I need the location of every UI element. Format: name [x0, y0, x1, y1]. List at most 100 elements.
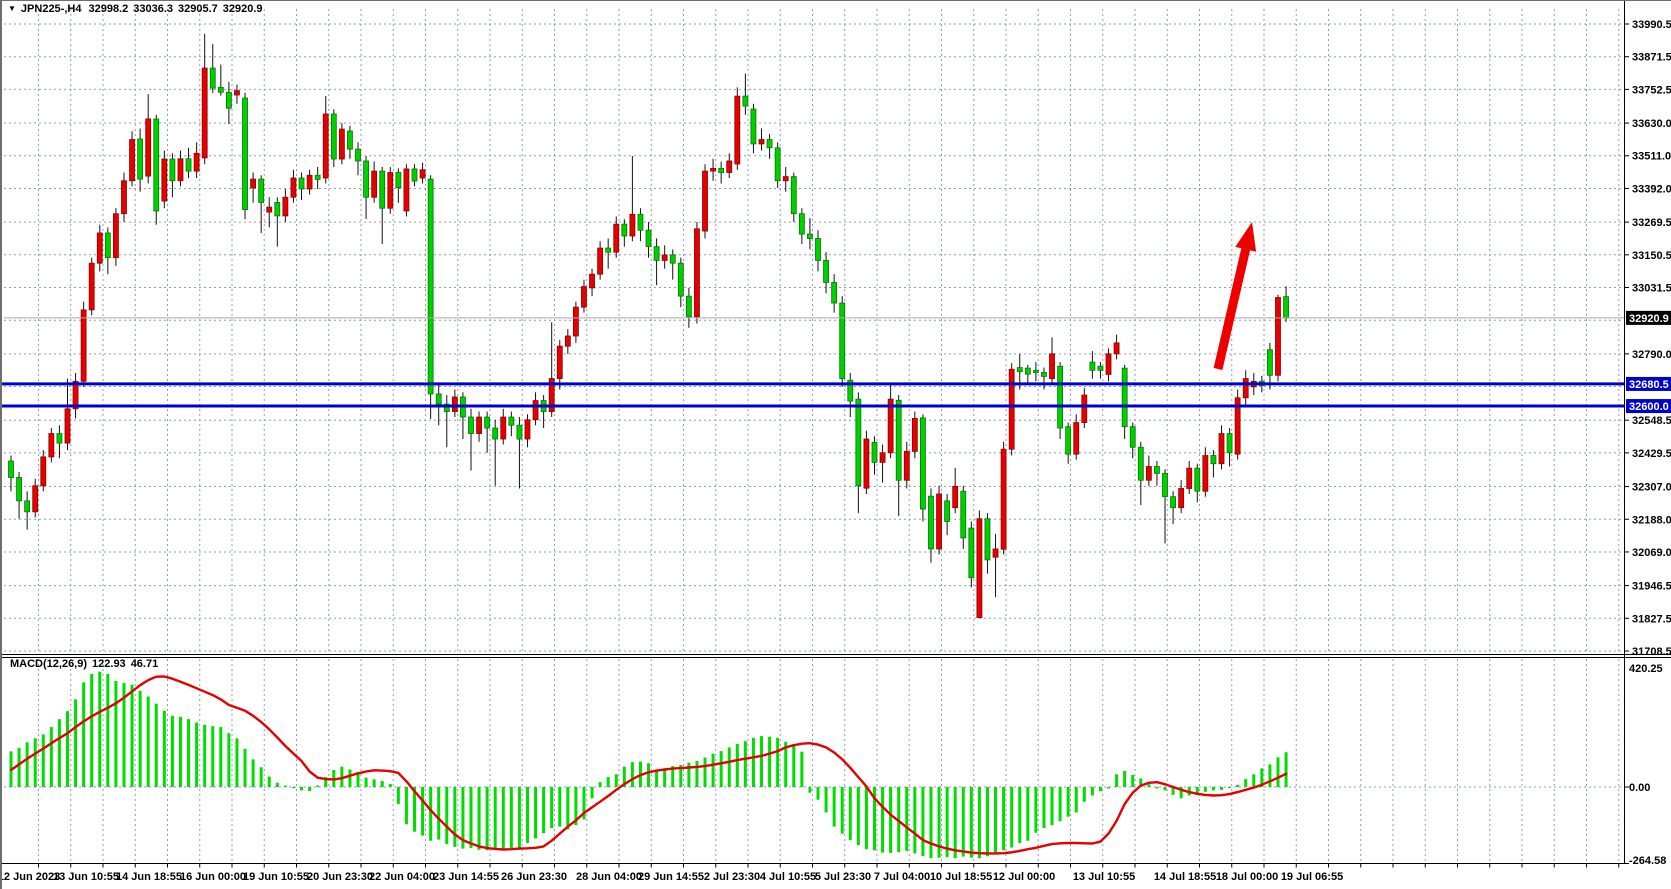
macd-histogram-bar	[57, 719, 61, 787]
macd-histogram-bar	[542, 787, 546, 834]
candle	[960, 490, 967, 539]
candle	[274, 202, 281, 217]
candle	[306, 174, 313, 190]
time-axis-label: 7 Jul 04:00	[874, 871, 930, 883]
price-axis-label: 33511.0	[1632, 151, 1671, 163]
candle	[1234, 397, 1241, 455]
candle	[734, 95, 741, 165]
time-axis-label: 13 Jul 10:55	[1073, 871, 1135, 883]
macd-histogram-bar	[1018, 787, 1022, 843]
macd-histogram-bar	[106, 673, 110, 787]
candle	[871, 441, 878, 463]
price-axis-label: 31827.5	[1632, 613, 1671, 625]
candle	[72, 380, 79, 410]
time-axis-label: 19 Jul 06:55	[1281, 871, 1343, 883]
macd-histogram-bar	[1090, 787, 1094, 796]
candle	[363, 160, 369, 198]
macd-histogram-bar	[469, 787, 473, 849]
candle	[677, 262, 684, 297]
macd-histogram-bar	[1268, 764, 1272, 787]
candle	[815, 238, 821, 261]
macd-histogram-bar	[477, 787, 481, 850]
candle	[500, 416, 507, 440]
macd-histogram-bar	[937, 787, 941, 858]
symbol-dropdown-icon[interactable]: ▼	[8, 3, 16, 13]
macd-histogram-bar	[340, 766, 344, 787]
candle	[669, 254, 676, 264]
macd-histogram-bar	[864, 787, 868, 850]
quote-open: 32998.2	[88, 3, 129, 15]
chart-title-bar: ▼ JPN225-,H4 32998.2 33036.3 32905.7 329…	[8, 3, 263, 15]
candle	[807, 233, 813, 239]
candle	[411, 168, 418, 182]
macd-histogram-bar	[1123, 770, 1127, 787]
macd-histogram-bar	[929, 787, 933, 859]
candle	[201, 67, 208, 159]
candle	[637, 213, 644, 231]
price-axis-label: 33630.0	[1632, 118, 1671, 130]
time-axis-label: 22 Jun 04:00	[369, 871, 435, 883]
macd-histogram-bar	[776, 737, 780, 787]
macd-histogram-bar	[1179, 787, 1183, 799]
macd-histogram-bar	[517, 787, 521, 850]
candle	[742, 95, 749, 107]
candle	[217, 86, 224, 93]
candle	[589, 273, 595, 289]
macd-histogram-bar	[606, 777, 610, 787]
macd-histogram-bar	[889, 787, 893, 853]
candle	[1049, 353, 1055, 379]
macd-histogram-bar	[259, 767, 263, 787]
macd-histogram-bar	[348, 769, 352, 787]
macd-histogram-bar	[840, 787, 844, 834]
macd-histogram-bar	[913, 787, 917, 854]
macd-histogram-bar	[1163, 787, 1167, 791]
time-axis-label: 12 Jun 2023	[2, 871, 60, 883]
candle	[573, 306, 579, 337]
macd-histogram-bar	[800, 751, 804, 787]
macd-histogram-bar	[235, 738, 239, 787]
macd-histogram-bar	[275, 782, 279, 787]
macd-histogram-bar	[364, 777, 368, 787]
macd-histogram-bar	[558, 787, 562, 827]
candle	[661, 254, 668, 261]
time-axis-label: 23 Jun 14:55	[433, 871, 499, 883]
macd-histogram-bar	[614, 774, 618, 787]
macd-histogram-bar	[1228, 787, 1232, 789]
macd-histogram-bar	[396, 787, 400, 804]
candle	[1065, 426, 1072, 455]
candle	[1186, 467, 1193, 489]
candle	[435, 393, 442, 405]
candle	[1016, 367, 1023, 373]
candle	[718, 167, 725, 173]
candle	[952, 485, 959, 509]
time-axis-label: 26 Jun 23:30	[501, 871, 567, 883]
candle	[613, 223, 620, 253]
candle	[322, 113, 329, 179]
trend-arrow[interactable]	[1213, 222, 1257, 371]
candle	[476, 416, 482, 434]
macd-histogram-bar	[784, 741, 788, 787]
candle	[16, 477, 22, 502]
macd-histogram-bar	[114, 680, 118, 787]
macd-histogram-bar	[1010, 787, 1014, 848]
candle	[564, 335, 571, 347]
axis-ticks	[38, 23, 1629, 868]
candle	[64, 408, 71, 444]
level-price-badge: 32600.0	[1629, 401, 1669, 413]
candle	[185, 158, 192, 172]
macd-histogram-bar	[41, 734, 45, 787]
macd-histogram-bar	[671, 766, 675, 787]
candle	[177, 158, 184, 182]
macd-histogram-bar	[130, 684, 134, 787]
candle	[266, 206, 273, 213]
time-axis-label: 18 Jul 00:00	[1216, 871, 1278, 883]
macd-histogram-bar	[1147, 784, 1151, 787]
price-axis-label: 32548.5	[1632, 415, 1671, 427]
candle	[250, 178, 257, 189]
macd-histogram-bar	[243, 748, 247, 787]
macd-histogram-bar	[203, 724, 207, 787]
candle	[758, 139, 765, 145]
macd-histogram-bar	[534, 787, 538, 839]
